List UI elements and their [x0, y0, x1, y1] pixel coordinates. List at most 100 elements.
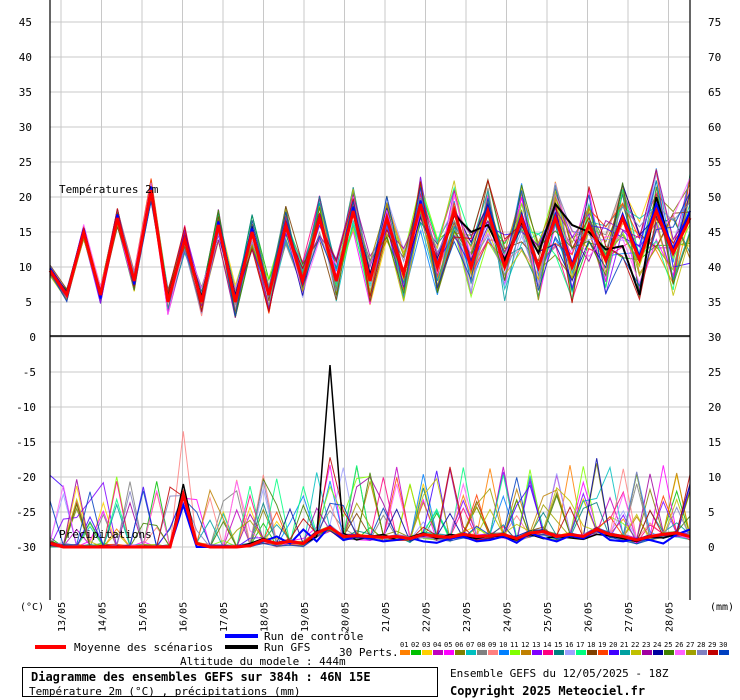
date-tick: 20/05: [341, 602, 352, 632]
date-tick: 27/05: [624, 602, 635, 632]
perturbation-swatch: [477, 650, 487, 655]
precipitation-panel-label: Précipitations: [59, 528, 152, 541]
perturbation-id: 24: [653, 641, 661, 649]
temp-left-tick: 35: [19, 86, 32, 99]
date-tick: 18/05: [260, 602, 271, 632]
perturbation-swatch: [664, 650, 674, 655]
legend-mean-label: Moyenne des scénarios: [74, 641, 213, 654]
precip-left-tick: -20: [16, 471, 36, 484]
perturbation-id: 08: [477, 641, 485, 649]
temp-right-tick: 35: [708, 296, 721, 309]
right-unit-label: (mm): [710, 602, 734, 613]
temp-left-tick: 40: [19, 51, 32, 64]
perturbation-id: 29: [708, 641, 716, 649]
perturbation-swatch: [620, 650, 630, 655]
perturbation-id: 27: [686, 641, 694, 649]
precip-right-tick: 30: [708, 331, 721, 344]
perturbation-id: 14: [543, 641, 551, 649]
legend-perts-label: 30 Perts.: [339, 646, 399, 659]
precip-right-tick: 10: [708, 471, 721, 484]
perturbation-swatch: [587, 650, 597, 655]
precip-right-tick: 25: [708, 366, 721, 379]
perturbation-id: 28: [697, 641, 705, 649]
temp-left-tick: 10: [19, 261, 32, 274]
chart-subtitle: Température 2m (°C) , précipitations (mm…: [29, 685, 301, 698]
perturbation-id: 01: [400, 641, 408, 649]
perturbation-swatch: [466, 650, 476, 655]
perturbation-id: 13: [532, 641, 540, 649]
perturbation-id: 19: [598, 641, 606, 649]
perturbation-swatch: [565, 650, 575, 655]
mean-temperature-line: [48, 189, 692, 303]
perturbation-swatch: [521, 650, 531, 655]
perturbation-id: 26: [675, 641, 683, 649]
perturbation-id: 10: [499, 641, 507, 649]
perturbation-id: 11: [510, 641, 518, 649]
precip-right-tick: 0: [708, 541, 715, 554]
date-tick: 28/05: [665, 602, 676, 632]
precip-left-tick: 0: [29, 331, 36, 344]
date-tick: 24/05: [503, 602, 514, 632]
perturbation-id: 09: [488, 641, 496, 649]
temp-left-tick: 30: [19, 121, 32, 134]
legend: Moyenne des scénarios Run de contrôle Ru…: [35, 630, 729, 659]
perturbation-swatch: [609, 650, 619, 655]
chart-title: Diagramme des ensembles GEFS sur 384h : …: [31, 670, 371, 684]
perturbation-swatch: [697, 650, 707, 655]
date-tick: 17/05: [219, 602, 230, 632]
temp-left-tick: 45: [19, 16, 32, 29]
left-unit-label: (°C): [20, 602, 44, 613]
precip-left-tick: -5: [23, 366, 36, 379]
date-tick: 13/05: [57, 602, 68, 632]
copyright-label: Copyright 2025 Meteociel.fr: [450, 684, 646, 698]
date-tick: 16/05: [179, 602, 190, 632]
temp-right-tick: 70: [708, 51, 721, 64]
perturbation-id: 07: [466, 641, 474, 649]
perturbation-swatch: [411, 650, 421, 655]
date-tick: 26/05: [584, 602, 595, 632]
precip-right-tick: 20: [708, 401, 721, 414]
temp-left-tick: 15: [19, 226, 32, 239]
perturbation-swatch: [653, 650, 663, 655]
perturbation-swatch: [543, 650, 553, 655]
temp-left-tick: 5: [25, 296, 32, 309]
perturbation-id: 05: [444, 641, 452, 649]
perturbation-swatch: [719, 650, 729, 655]
perturbation-swatch: [598, 650, 608, 655]
precip-left-tick: -15: [16, 436, 36, 449]
precip-left-tick: -10: [16, 401, 36, 414]
temp-right-tick: 60: [708, 121, 721, 134]
date-tick: 14/05: [98, 602, 109, 632]
date-tick: 22/05: [422, 602, 433, 632]
perturbation-swatch: [675, 650, 685, 655]
perturbation-swatch: [686, 650, 696, 655]
legend-gfs-label: Run GFS: [264, 641, 310, 654]
axes: [49, 0, 691, 600]
temp-right-tick: 75: [708, 16, 721, 29]
perturbation-id: 17: [576, 641, 584, 649]
date-tick: 21/05: [381, 602, 392, 632]
date-tick: 23/05: [462, 602, 473, 632]
perturbation-id: 04: [433, 641, 441, 649]
main-series-lines: [48, 186, 692, 549]
perturbation-id: 18: [587, 641, 595, 649]
perturbation-legend: 01 02 03 04 05 06 07 08 09 10 11 12 13 14 15 16 17 18 19 20…: [400, 641, 729, 655]
perturbation-swatch: [499, 650, 509, 655]
mean-precip-line: [49, 488, 691, 549]
perturbation-swatch: [510, 650, 520, 655]
perturbation-id: 06: [455, 641, 463, 649]
temp-left-tick: 20: [19, 191, 32, 204]
perturbation-id: 30: [719, 641, 727, 649]
perturbation-id: 02: [411, 641, 419, 649]
perturbation-id: 25: [664, 641, 672, 649]
perturbation-id: 21: [620, 641, 628, 649]
precip-right-tick: 5: [708, 506, 715, 519]
perturbation-swatch: [433, 650, 443, 655]
perturbation-swatch: [422, 650, 432, 655]
perturbation-id: 16: [565, 641, 573, 649]
perturbation-swatch: [400, 650, 410, 655]
precip-left-tick: -25: [16, 506, 36, 519]
temp-left-tick: 25: [19, 156, 32, 169]
date-tick: 19/05: [300, 602, 311, 632]
